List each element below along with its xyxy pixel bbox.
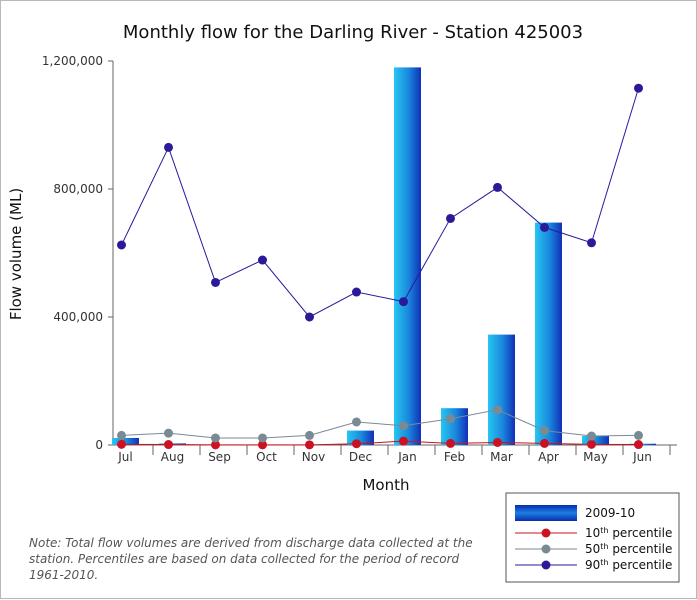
data-point [305,313,314,322]
data-point [634,440,643,449]
data-point [258,256,267,265]
x-tick-label: Jan [397,450,417,464]
data-point [634,431,643,440]
x-tick-label: Sep [208,450,231,464]
data-point [117,241,126,250]
data-point [164,143,173,152]
data-point [399,297,408,306]
x-tick-label: Nov [302,450,325,464]
legend: 2009-10 10th percentile 50th percentile 90t… [506,493,679,582]
bar-mar [488,335,515,445]
data-point [446,214,455,223]
data-point [587,440,596,449]
data-point [493,438,502,447]
y-tick-label: 400,000 [53,310,103,324]
data-point [305,431,314,440]
chart-title: Monthly flow for the Darling River - Sta… [123,22,583,43]
line-series [117,84,643,450]
series-90th-percentile [117,84,643,322]
data-point [258,433,267,442]
data-point [399,421,408,430]
data-point [540,439,549,448]
data-point [540,223,549,232]
data-point [587,432,596,441]
y-tick-label: 800,000 [53,182,103,196]
series-10th-percentile [117,437,643,450]
data-point [352,288,361,297]
x-tick-label: Jul [117,450,132,464]
legend-swatch-marker [542,545,551,554]
x-axis-title: Month [362,476,409,494]
data-point [540,426,549,435]
data-point [211,433,220,442]
bar-apr [535,223,562,445]
bar-feb [441,408,468,445]
series-50th-percentile [117,405,643,442]
chart-note: Note: Total flow volumes are derived fro… [29,535,479,583]
x-tick-label: Oct [256,450,277,464]
bar-jan [394,67,421,445]
x-tick-label: Aug [161,450,184,464]
legend-swatch-bar [515,505,577,521]
legend-label: 2009-10 [585,506,635,520]
data-point [211,278,220,287]
legend-label: 10th percentile [585,526,672,540]
data-point [305,440,314,449]
data-point [352,439,361,448]
x-tick-label: Jun [632,450,652,464]
legend-swatch-marker [542,529,551,538]
legend-label: 50th percentile [585,542,672,556]
data-point [587,238,596,247]
legend-label: 90th percentile [585,558,672,572]
x-tick-label: May [583,450,608,464]
data-point [634,84,643,93]
data-point [117,440,126,449]
data-point [493,405,502,414]
data-point [446,414,455,423]
y-axis-title: Flow volume (ML) [7,188,25,320]
x-tick-label: Apr [538,450,559,464]
y-tick-label: 0 [95,438,103,452]
data-point [164,429,173,438]
data-point [493,183,502,192]
x-tick-label: Feb [444,450,465,464]
bar-series [112,67,656,445]
data-point [117,431,126,440]
data-point [399,437,408,446]
data-point [446,439,455,448]
y-tick-label: 1,200,000 [42,54,103,68]
axes: 0 400,000 800,000 1,200,000 Jul Aug Sep Oct Nov D… [42,54,677,464]
x-tick-label: Mar [490,450,513,464]
data-point [352,417,361,426]
x-tick-label: Dec [349,450,372,464]
data-point [164,440,173,449]
legend-swatch-marker [542,561,551,570]
